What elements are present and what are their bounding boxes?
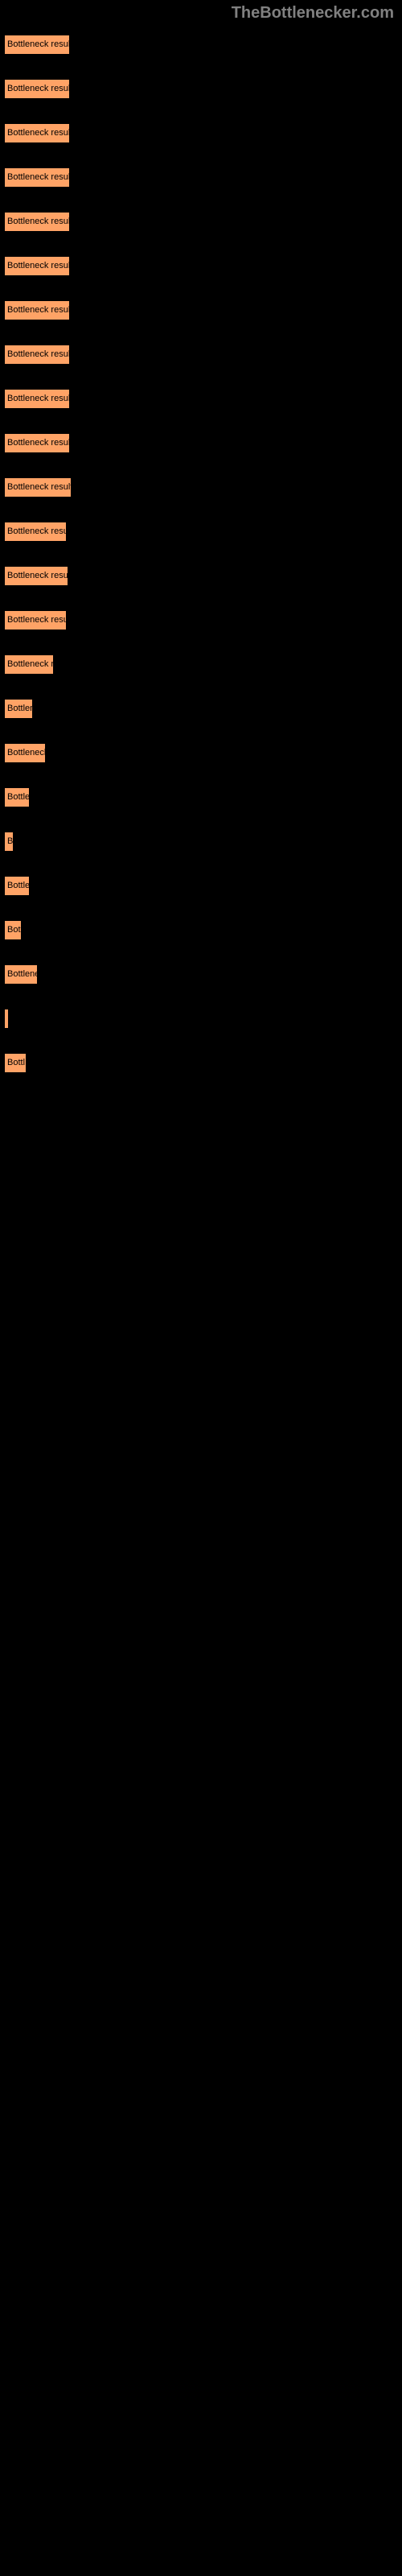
result-item: Bottl — [4, 1042, 402, 1083]
result-bar[interactable]: Bottleneck result — [4, 212, 70, 232]
results-container: Bottleneck result Bottleneck result Bottle… — [0, 0, 402, 1083]
result-bar[interactable] — [4, 1009, 9, 1029]
result-bar[interactable]: Bottlene — [4, 964, 38, 985]
result-item: Bottleneck result — [4, 378, 402, 419]
result-bar[interactable]: Bottleneck resu — [4, 610, 67, 630]
result-bar[interactable]: B — [4, 832, 14, 852]
result-item: Bottleneck result — [4, 113, 402, 153]
result-bar[interactable]: Bottleneck r — [4, 654, 54, 675]
result-bar[interactable]: Bottlen — [4, 699, 33, 719]
result-bar[interactable]: Bottleneck result — [4, 79, 70, 99]
result-item: Bottlen — [4, 688, 402, 729]
result-item: Bottle — [4, 777, 402, 817]
result-item: Bot — [4, 910, 402, 950]
result-item: Bottleneck r — [4, 644, 402, 684]
result-item: Bottleneck result — [4, 157, 402, 197]
result-bar[interactable]: Bottleneck result — [4, 345, 70, 365]
result-bar[interactable]: Bottleneck result — [4, 167, 70, 188]
result-item: B — [4, 821, 402, 861]
result-bar[interactable]: Bottle — [4, 876, 30, 896]
result-bar[interactable]: Bottleneck result — [4, 300, 70, 320]
result-bar[interactable]: Bottleneck result — [4, 433, 70, 453]
result-item — [4, 998, 402, 1038]
result-item: Bottleneck — [4, 733, 402, 773]
result-item: Bottleneck result — [4, 24, 402, 64]
result-item: Bottleneck result — [4, 467, 402, 507]
result-bar[interactable]: Bottl — [4, 1053, 27, 1073]
result-item: Bottleneck result — [4, 290, 402, 330]
result-bar[interactable]: Bottleneck resu — [4, 522, 67, 542]
watermark-text: TheBottlenecker.com — [232, 4, 394, 23]
result-item: Bottleneck result — [4, 68, 402, 109]
result-bar[interactable]: Bottleneck — [4, 743, 46, 763]
result-bar[interactable]: Bottleneck result — [4, 123, 70, 143]
result-item: Bottleneck result — [4, 201, 402, 242]
result-bar[interactable]: Bottleneck result — [4, 389, 70, 409]
result-item: Bottleneck result — [4, 246, 402, 286]
result-bar[interactable]: Bottleneck result — [4, 477, 72, 497]
result-bar[interactable]: Bottleneck resul — [4, 566, 68, 586]
result-bar[interactable]: Bottleneck result — [4, 256, 70, 276]
result-bar[interactable]: Bottleneck result — [4, 35, 70, 55]
result-bar[interactable]: Bottle — [4, 787, 30, 807]
result-item: Bottleneck resul — [4, 555, 402, 596]
result-item: Bottleneck result — [4, 423, 402, 463]
result-item: Bottleneck resu — [4, 600, 402, 640]
result-item: Bottlene — [4, 954, 402, 994]
result-item: Bottleneck resu — [4, 511, 402, 551]
result-bar[interactable]: Bot — [4, 920, 22, 940]
result-item: Bottleneck result — [4, 334, 402, 374]
result-item: Bottle — [4, 865, 402, 906]
